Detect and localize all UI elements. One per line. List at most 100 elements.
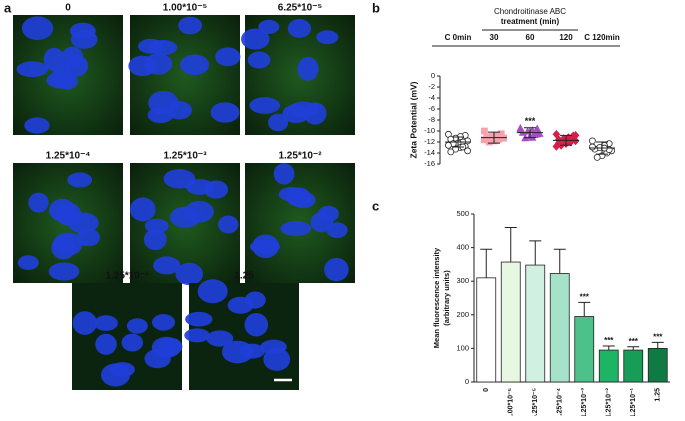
x-tick-label: 1.25*10⁻⁴ [557, 387, 564, 416]
point [589, 143, 596, 151]
micrograph [128, 15, 241, 135]
x-tick-label: 1.25 [655, 388, 662, 402]
error-bar [480, 248, 493, 278]
nucleus [178, 16, 203, 35]
nucleus [67, 212, 99, 234]
error-bar [488, 131, 500, 144]
nucleus [152, 314, 175, 331]
bar [574, 316, 595, 383]
point [464, 147, 472, 155]
bar [647, 347, 668, 383]
image-label: 0 [65, 3, 71, 14]
x-tick-label: 1.25*10⁻³ [581, 387, 588, 416]
nucleus [24, 117, 50, 134]
nucleus [280, 221, 312, 237]
nucleus [126, 318, 148, 334]
image-label: 1.25*10⁻² [278, 151, 322, 162]
annotation: *** [629, 337, 639, 346]
nucleus [206, 330, 234, 347]
panel-letter: b [372, 0, 380, 15]
group-label: Chondroitinase ABC [494, 7, 566, 16]
nucleus [288, 101, 319, 118]
nucleus [121, 333, 144, 352]
nucleus [324, 257, 349, 282]
x-tick-label: 6.25*10⁻⁵ [532, 388, 539, 416]
micrograph [184, 279, 299, 390]
panel-letter: a [4, 0, 12, 15]
nucleus [210, 102, 240, 123]
annotation: *** [580, 292, 590, 301]
nucleus [249, 97, 281, 114]
y-tick-label: -6 [428, 104, 435, 113]
y-axis-label: Zeta Potential (mV) [408, 81, 418, 158]
nucleus [297, 56, 319, 81]
y-axis-label: (arbitrary units) [442, 270, 451, 326]
annotation: *** [653, 332, 663, 341]
nucleus [169, 206, 201, 228]
error-bar [452, 136, 464, 148]
nucleus [291, 191, 316, 209]
group-label: treatment (min) [501, 17, 560, 26]
nucleus [94, 315, 118, 331]
nucleus [109, 362, 135, 378]
y-tick-label: -10 [424, 126, 435, 135]
y-tick-label: 400 [456, 243, 469, 252]
y-tick-label: 0 [465, 377, 469, 386]
micrograph [130, 163, 240, 286]
x-tick-label: 1.25*10⁻² [606, 387, 613, 416]
y-tick-label: 300 [456, 276, 469, 285]
error-bar [504, 226, 517, 263]
image-label: 1.25*10⁻¹ [105, 271, 149, 282]
nucleus [197, 279, 228, 304]
bar [500, 261, 521, 383]
panel-letter: c [372, 198, 379, 213]
image-label: 1.25*10⁻⁴ [46, 151, 91, 162]
nucleus [263, 347, 291, 371]
nucleus [143, 228, 167, 251]
bar [549, 273, 570, 383]
error-bar [602, 345, 615, 351]
nucleus [72, 311, 97, 335]
nucleus [180, 54, 210, 76]
y-tick-label: -8 [428, 115, 435, 124]
point [480, 136, 488, 144]
nucleus [252, 234, 280, 259]
y-tick-label: -2 [428, 82, 435, 91]
nucleus [144, 53, 173, 75]
nucleus [17, 255, 39, 270]
image-label: 1.25 [234, 271, 254, 282]
nucleus [130, 197, 156, 222]
nucleus [317, 205, 339, 222]
nucleus [247, 51, 271, 69]
micrograph [72, 283, 183, 390]
y-tick-label: 0 [431, 71, 435, 80]
nucleus [215, 47, 241, 67]
nucleus [46, 71, 75, 89]
point [480, 127, 488, 135]
point [593, 153, 601, 161]
nucleus [184, 328, 210, 343]
micrograph [245, 163, 355, 283]
nucleus [95, 333, 117, 355]
nucleus [16, 61, 49, 78]
nucleus [144, 218, 169, 233]
nucleus [28, 192, 49, 213]
nucleus [175, 262, 204, 286]
bar [598, 349, 619, 383]
y-tick-label: 100 [456, 343, 469, 352]
micrograph [13, 163, 123, 283]
error-bar [651, 341, 664, 349]
nucleus [185, 311, 213, 327]
point [552, 129, 561, 139]
nucleus [273, 163, 295, 185]
nucleus [21, 16, 54, 41]
error-bar [553, 248, 566, 274]
nucleus [148, 90, 179, 115]
nucleus [258, 19, 280, 34]
x-tick-label: 1.00*10⁻⁵ [508, 388, 515, 416]
y-tick-label: 500 [456, 209, 469, 218]
bar [476, 277, 497, 383]
nucleus [67, 172, 93, 188]
micrograph [241, 15, 355, 135]
